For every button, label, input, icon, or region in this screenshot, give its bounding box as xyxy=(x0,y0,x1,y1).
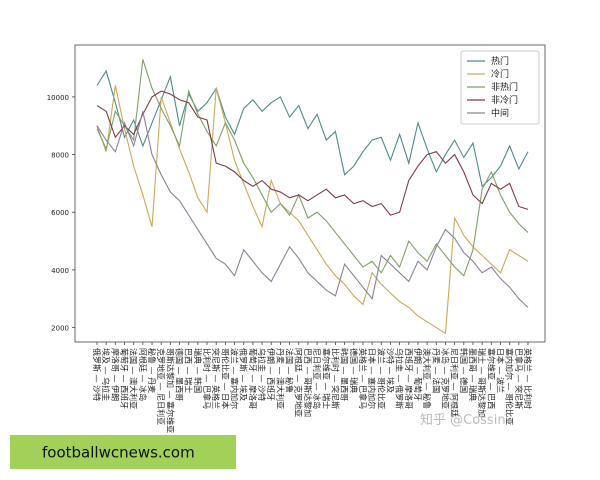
x-tick-label: 沙特 — 埃及 xyxy=(385,348,395,393)
x-tick-label: 塞内加尔 — 哥伦比亚 xyxy=(505,348,515,425)
legend-label: 非热门 xyxy=(491,81,518,93)
y-tick-label: 10000 xyxy=(47,94,69,102)
x-tick-label: 墨西哥 — 瑞典 xyxy=(468,348,478,401)
x-tick-label: 法国 — 秘鲁 xyxy=(285,348,295,393)
series-line xyxy=(96,111,529,308)
x-tick-label: 埃及 — 乌拉圭 xyxy=(101,348,111,401)
x-tick-label: 澳大利亚 — 秘鲁 xyxy=(422,348,432,409)
x-tick-label: 葡萄牙 — 西班牙 xyxy=(120,348,130,409)
x-tick-label: 德国 — 墨西哥 xyxy=(175,348,185,401)
x-tick-label: 葡萄牙 — 摩洛哥 xyxy=(248,348,258,409)
banner-text: footballwcnews.com xyxy=(42,444,195,462)
series-line xyxy=(96,69,529,188)
legend-label: 冷门 xyxy=(491,68,509,80)
x-tick-label: 突尼斯 — 英格兰 xyxy=(211,348,221,409)
x-tick-label: 伊朗 — 西班牙 xyxy=(266,348,276,401)
legend-label: 中间 xyxy=(491,107,509,119)
x-tick-label: 尼日利亚 — 阿根廷 xyxy=(450,348,460,417)
y-tick-label: 6000 xyxy=(51,209,69,217)
x-tick-label: 日本 — 波兰 xyxy=(495,348,505,393)
x-tick-label: 比利时 — 突尼斯 xyxy=(330,348,340,409)
x-tick-label: 乌拉圭 — 俄罗斯 xyxy=(395,348,405,409)
x-tick-label: 乌拉圭 — 沙特 xyxy=(257,348,267,401)
x-tick-label: 秘鲁 — 丹麦 xyxy=(147,348,157,393)
x-tick-label: 冰岛 — 克罗地亚 xyxy=(440,348,450,409)
x-tick-label: 俄罗斯 — 沙特 xyxy=(92,348,102,401)
x-tick-label: 日本 — 塞内加尔 xyxy=(367,348,377,409)
x-tick-label: 德国 — 瑞典 xyxy=(349,348,359,393)
x-tick-label: 韩国 — 德国 xyxy=(459,348,469,393)
x-tick-label: 波兰 — 哥伦比亚 xyxy=(376,348,386,409)
x-tick-label: 塞尔维亚 — 巴西 xyxy=(486,348,496,409)
x-tick-label: 巴西 — 瑞士 xyxy=(184,348,194,393)
x-tick-label: 尼日利亚 — 冰岛 xyxy=(312,348,322,409)
series-line xyxy=(96,59,529,277)
x-tick-label: 俄罗斯 — 埃及 xyxy=(239,348,249,401)
x-tick-label: 英格兰 — 比利时 xyxy=(523,348,533,409)
x-tick-label: 英格兰 — 巴拿马 xyxy=(358,348,368,409)
watermark: 知乎 @Cossin xyxy=(420,412,506,428)
y-tick-label: 2000 xyxy=(51,325,69,333)
x-tick-label: 阿根廷 — 克罗地亚 xyxy=(294,348,304,417)
x-tick-label: 瑞典 — 韩国 xyxy=(193,348,203,393)
x-tick-label: 丹麦 — 澳大利亚 xyxy=(275,348,285,409)
x-tick-label: 哥斯达黎加 — 塞尔维亚 xyxy=(165,348,175,433)
legend-label: 热门 xyxy=(491,55,509,67)
y-tick-label: 4000 xyxy=(51,267,69,275)
x-tick-label: 哥伦比亚 — 日本 xyxy=(220,348,230,409)
x-tick-label: 阿根廷 — 冰岛 xyxy=(138,348,148,401)
x-tick-label: 摩洛哥 — 伊朗 xyxy=(110,348,120,401)
legend-label: 非冷门 xyxy=(491,94,518,106)
x-tick-label: 伊朗 — 葡萄牙 xyxy=(413,348,423,401)
y-tick-label: 8000 xyxy=(51,152,69,160)
plot-frame xyxy=(74,44,546,343)
series-line xyxy=(96,90,529,216)
x-tick-label: 丹麦 — 法国 xyxy=(431,348,441,393)
x-tick-label: 西班牙 — 摩洛哥 xyxy=(404,348,414,409)
x-tick-label: 克罗地亚 — 尼日利亚 xyxy=(156,348,166,425)
x-tick-label: 瑞士 — 哥斯达黎加 xyxy=(477,348,487,417)
x-tick-label: 塞尔维亚 — 瑞士 xyxy=(321,348,331,409)
x-tick-label: 巴拿马 — 突尼斯 xyxy=(514,348,524,409)
x-tick-label: 波兰 — 塞内加尔 xyxy=(230,348,240,409)
x-tick-label: 法国 — 澳大利亚 xyxy=(129,348,139,409)
x-tick-label: 巴西 — 哥斯达黎加 xyxy=(303,348,313,417)
x-tick-label: 比利时 — 巴拿马 xyxy=(202,348,212,409)
series-line xyxy=(96,85,529,335)
x-tick-label: 韩国 — 墨西哥 xyxy=(340,348,350,401)
banner-bg xyxy=(10,435,236,469)
legend-box xyxy=(460,50,540,125)
